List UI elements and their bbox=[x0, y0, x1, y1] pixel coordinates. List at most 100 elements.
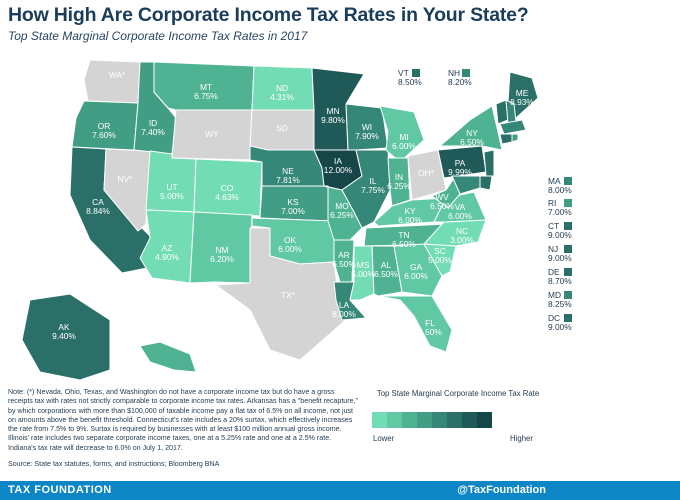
ne-rate-ct: 9.00% bbox=[548, 230, 572, 240]
state-label-mt: MT 6.75% bbox=[194, 82, 218, 101]
state-ma bbox=[499, 119, 527, 135]
state-label-mn: MN 9.80% bbox=[321, 106, 345, 125]
ne-label-ct: CT bbox=[548, 221, 560, 231]
state-label-ut: UT 5.00% bbox=[160, 182, 184, 201]
scale-swatch-5 bbox=[432, 412, 447, 428]
ne-swatch-ri bbox=[564, 199, 572, 207]
color-scale bbox=[372, 412, 492, 428]
state-ct bbox=[499, 133, 513, 145]
state-label-ms: MS 5.00% bbox=[351, 260, 375, 279]
legend-title: Top State Marginal Corporate Income Tax … bbox=[376, 389, 540, 398]
footer-handle: @TaxFoundation bbox=[457, 484, 546, 496]
ne-rate-de: 8.70% bbox=[548, 276, 572, 286]
scale-swatch-4 bbox=[417, 412, 432, 428]
ne-swatch-dc bbox=[564, 314, 572, 322]
scale-swatch-2 bbox=[387, 412, 402, 428]
state-label-mi: MI 6.00% bbox=[392, 132, 416, 151]
ne-rate-vt: 8.50% bbox=[398, 77, 422, 87]
state-label-nc: NC 3.00% bbox=[450, 226, 474, 245]
state-ga bbox=[393, 243, 443, 297]
ne-rate-dc: 9.00% bbox=[548, 322, 572, 332]
state-label-tn: TN 6.50% bbox=[392, 230, 416, 249]
state-ny bbox=[439, 105, 503, 151]
legend-higher-label: Higher bbox=[510, 434, 533, 443]
state-label-wa: WA* bbox=[109, 70, 126, 80]
state-label-az: AZ 4.90% bbox=[155, 243, 179, 262]
state-label-ar: AR 6.50% bbox=[332, 250, 356, 269]
ne-label-ri: RI bbox=[548, 198, 557, 208]
ne-label-md: MD bbox=[548, 290, 562, 300]
state-label-mo: MO 6.25% bbox=[330, 201, 354, 220]
state-label-nd: ND 4.31% bbox=[270, 83, 294, 102]
state-ak bbox=[21, 293, 111, 381]
source-note: Source: State tax statutes, forms, and i… bbox=[8, 460, 220, 468]
state-de bbox=[479, 175, 493, 191]
ne-swatch-vt bbox=[412, 69, 420, 77]
ne-label-nh: NH bbox=[448, 68, 461, 78]
state-nm bbox=[189, 211, 253, 284]
state-label-me: ME 8.93% bbox=[510, 88, 534, 107]
state-label-hi: HI 6.40% bbox=[158, 378, 182, 397]
legend-lower-label: Lower bbox=[373, 434, 395, 443]
state-label-fl: FL 5.50% bbox=[418, 318, 442, 337]
state-label-ak: AK 9.40% bbox=[52, 322, 76, 341]
ne-swatch-ct bbox=[564, 222, 572, 230]
scale-swatch-1 bbox=[372, 412, 387, 428]
state-md bbox=[451, 175, 481, 195]
state-label-nm: NM 6.20% bbox=[210, 245, 234, 264]
state-fl bbox=[377, 295, 453, 353]
state-label-al: AL 6.50% bbox=[374, 260, 398, 279]
ne-label-de: DE bbox=[548, 267, 560, 277]
state-label-or: OR 7.60% bbox=[92, 121, 116, 140]
footer-bar: TAX FOUNDATION @TaxFoundation bbox=[0, 481, 680, 500]
state-wi bbox=[345, 103, 389, 151]
state-label-wy: WY bbox=[205, 129, 219, 139]
state-label-nv: NV* bbox=[118, 174, 134, 184]
state-hi bbox=[139, 341, 197, 373]
ne-swatch-nh bbox=[462, 69, 470, 77]
scale-swatch-6 bbox=[447, 412, 462, 428]
state-label-ca: CA 8.84% bbox=[86, 197, 110, 216]
state-label-ok: OK 6.00% bbox=[278, 235, 302, 254]
ne-swatch-nj bbox=[564, 245, 572, 253]
state-label-tx: TX* bbox=[281, 290, 296, 300]
state-label-ne: NE 7.81% bbox=[276, 166, 300, 185]
ne-label-vt: VT bbox=[398, 68, 409, 78]
state-label-va: VA 6.00% bbox=[448, 202, 472, 221]
state-label-ny: NY 6.50% bbox=[460, 128, 484, 147]
ne-swatch-de bbox=[564, 268, 572, 276]
state-ri bbox=[511, 133, 519, 143]
state-al bbox=[371, 245, 403, 297]
state-label-wi: WI 7.90% bbox=[355, 122, 379, 141]
map-subtitle: Top State Marginal Corporate Income Tax … bbox=[8, 29, 308, 43]
state-label-ga: GA 6.00% bbox=[404, 262, 428, 281]
ne-label-ma: MA bbox=[548, 176, 561, 186]
footnote: Note: (*) Nevada, Ohio, Texas, and Washi… bbox=[8, 388, 359, 452]
ne-label-dc: DC bbox=[548, 313, 561, 323]
state-label-oh: OH* bbox=[418, 168, 435, 178]
state-label-sd: SD bbox=[276, 123, 288, 133]
ne-swatch-md bbox=[564, 291, 572, 299]
ne-rate-ri: 7.00% bbox=[548, 207, 572, 217]
state-me bbox=[507, 71, 539, 119]
ne-rate-ma: 8.00% bbox=[548, 185, 572, 195]
ne-rate-nj: 9.00% bbox=[548, 253, 572, 263]
ne-rate-nh: 8.20% bbox=[448, 77, 472, 87]
state-label-sc: SC 5.00% bbox=[428, 246, 452, 265]
footer-brand: TAX FOUNDATION bbox=[8, 484, 112, 496]
state-nj bbox=[483, 149, 495, 177]
ne-swatch-ma bbox=[564, 177, 572, 185]
state-label-in: IN 6.25% bbox=[387, 172, 411, 191]
ne-label-nj: NJ bbox=[548, 244, 559, 254]
scale-swatch-3 bbox=[402, 412, 417, 428]
state-wa bbox=[83, 59, 141, 104]
state-label-ia: IA 12.00% bbox=[324, 156, 353, 175]
state-label-pa: PA 9.99% bbox=[448, 158, 472, 177]
ne-rate-md: 8.25% bbox=[548, 299, 572, 309]
state-label-ky: KY 6.00% bbox=[398, 206, 422, 225]
scale-swatch-7 bbox=[462, 412, 477, 428]
state-label-la: LA 8.00% bbox=[332, 300, 356, 319]
scale-swatch-8 bbox=[477, 412, 492, 428]
state-label-id: ID 7.40% bbox=[141, 118, 165, 137]
